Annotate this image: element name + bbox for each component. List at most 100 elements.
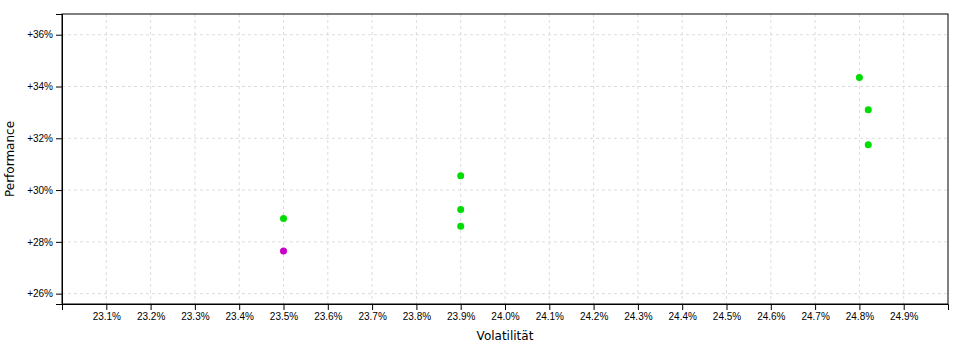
grid: [62, 14, 948, 304]
chart: 23.1% 23.2% 23.3% 23.4% 23.5% 23.6% 23.7% 23.8%…: [0, 0, 966, 350]
x-tick-label: 24.0%: [491, 311, 519, 322]
points: [280, 74, 872, 254]
x-tick: 23.4%: [226, 304, 254, 322]
y-tick-label: +30%: [27, 185, 53, 196]
plot: 23.1% 23.2% 23.3% 23.4% 23.5% 23.6% 23.7% 23.8%…: [27, 14, 948, 322]
x-tick: 23.6%: [314, 304, 342, 322]
grid-line-y: [62, 241, 948, 242]
x-axis-title: Volatilität: [477, 329, 534, 343]
plot-frame: [62, 14, 948, 304]
x-tick: 24.8%: [846, 304, 874, 322]
x-tick: 24.3%: [624, 304, 652, 322]
grid-line-x: [106, 14, 107, 304]
x-tick-mark: [106, 304, 107, 310]
grid-line-x: [460, 14, 461, 304]
grid-line-x: [194, 14, 195, 304]
y-tick-mark: [56, 138, 62, 139]
x-tick: 24.6%: [757, 304, 785, 322]
grid-line-y: [62, 34, 948, 35]
x-tick: 24.0%: [491, 304, 519, 322]
x-tick: 23.2%: [137, 304, 165, 322]
y-axis: +26% +28% +30% +32% +34% +36%: [27, 15, 62, 305]
x-tick: 24.9%: [890, 304, 918, 322]
x-tick-label: 23.5%: [270, 311, 298, 322]
x-tick-label: 23.3%: [181, 311, 209, 322]
x-tick-mark: [549, 304, 550, 310]
y-tick: +26%: [27, 288, 62, 299]
y-tick-label: +26%: [27, 288, 53, 299]
grid-line-x: [505, 14, 506, 304]
x-tick: 24.7%: [801, 304, 829, 322]
x-tick: 24.4%: [669, 304, 697, 322]
x-tick-label: 24.5%: [713, 311, 741, 322]
y-tick-label: +28%: [27, 237, 53, 248]
grid-line-y: [62, 190, 948, 191]
grid-line-x: [770, 14, 771, 304]
grid-line-x: [637, 14, 638, 304]
point: [865, 141, 872, 148]
x-tick: 23.5%: [270, 304, 298, 322]
y-axis-line: [56, 15, 63, 305]
x-tick: 23.1%: [93, 304, 121, 322]
x-tick-mark: [372, 304, 373, 310]
x-tick-label: 24.8%: [846, 311, 874, 322]
x-tick-label: 23.6%: [314, 311, 342, 322]
x-tick-mark: [682, 304, 683, 310]
x-tick: 24.1%: [536, 304, 564, 322]
x-tick-mark: [416, 304, 417, 310]
grid-line-y: [62, 293, 948, 294]
x-tick: 23.3%: [181, 304, 209, 322]
point: [856, 74, 863, 81]
x-tick-label: 24.3%: [624, 311, 652, 322]
y-axis-title: Performance: [3, 121, 17, 197]
grid-line-x: [327, 14, 328, 304]
x-tick-label: 23.9%: [447, 311, 475, 322]
grid-line-x: [372, 14, 373, 304]
x-tick-mark: [239, 304, 240, 310]
x-tick-mark: [461, 304, 462, 310]
x-tick-label: 23.2%: [137, 311, 165, 322]
y-tick-mark: [56, 87, 62, 88]
x-tick-label: 24.6%: [757, 311, 785, 322]
x-tick-mark: [727, 304, 728, 310]
point: [280, 247, 287, 254]
x-tick-mark: [771, 304, 772, 310]
x-axis-line: [63, 305, 949, 311]
point: [865, 106, 872, 113]
grid-line-x: [593, 14, 594, 304]
x-tick-mark: [815, 304, 816, 310]
x-tick: 24.2%: [580, 304, 608, 322]
grid-line-x: [859, 14, 860, 304]
x-tick-mark: [284, 304, 285, 310]
x-tick-mark: [594, 304, 595, 310]
x-tick-mark: [151, 304, 152, 310]
x-tick-label: 23.4%: [226, 311, 254, 322]
x-tick-mark: [638, 304, 639, 310]
grid-line-x: [416, 14, 417, 304]
y-tick: +34%: [27, 81, 62, 92]
x-tick: 23.9%: [447, 304, 475, 322]
x-tick-label: 24.7%: [801, 311, 829, 322]
y-tick-mark: [56, 35, 62, 36]
x-tick-label: 23.8%: [403, 311, 431, 322]
y-tick: +36%: [27, 29, 62, 40]
point: [280, 215, 287, 222]
y-tick-mark: [56, 242, 62, 243]
grid-line-x: [726, 14, 727, 304]
y-tick-label: +34%: [27, 81, 53, 92]
point: [457, 172, 464, 179]
x-tick: 23.7%: [358, 304, 386, 322]
grid-line-x: [903, 14, 904, 304]
x-tick-mark: [904, 304, 905, 310]
x-tick-mark: [859, 304, 860, 310]
grid-line-y: [62, 86, 948, 87]
grid-line-x: [283, 14, 284, 304]
x-tick-label: 24.2%: [580, 311, 608, 322]
y-tick-mark: [56, 294, 62, 295]
grid-line-x: [682, 14, 683, 304]
y-tick: +32%: [27, 133, 62, 144]
x-tick-mark: [195, 304, 196, 310]
x-axis: 23.1% 23.2% 23.3% 23.4% 23.5% 23.6% 23.7% 23.8%…: [63, 304, 949, 322]
grid-line-x: [815, 14, 816, 304]
point: [457, 206, 464, 213]
